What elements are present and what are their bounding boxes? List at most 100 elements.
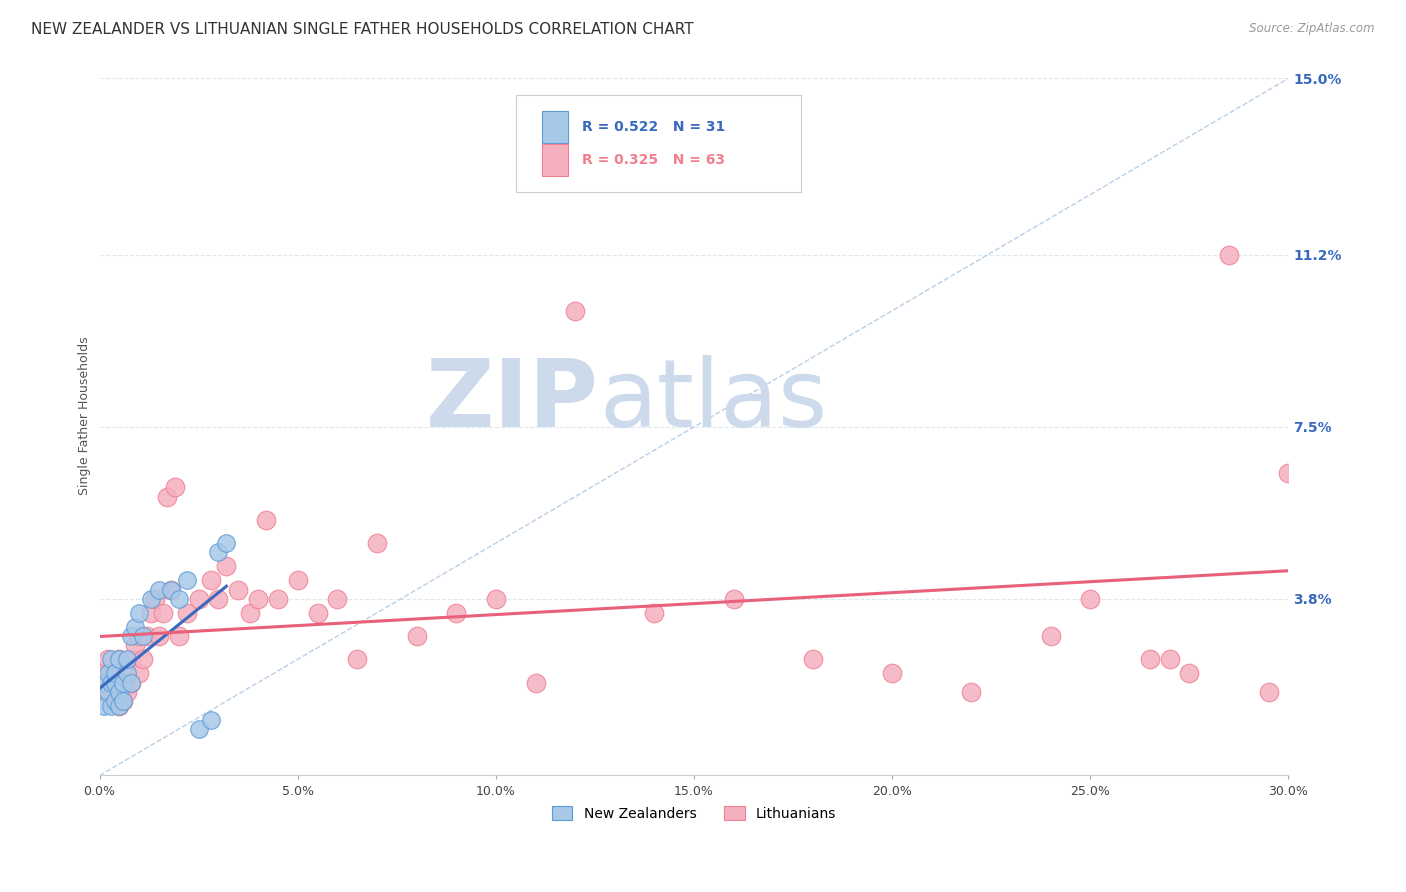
Point xyxy=(108,698,131,713)
Point xyxy=(366,536,388,550)
Point xyxy=(108,652,131,666)
Point xyxy=(346,652,368,666)
Point xyxy=(112,694,135,708)
FancyBboxPatch shape xyxy=(541,111,568,143)
Point xyxy=(1039,629,1062,643)
Point xyxy=(1178,666,1201,681)
Point xyxy=(108,652,131,666)
Point xyxy=(1139,652,1161,666)
Point xyxy=(132,652,155,666)
Point xyxy=(104,694,127,708)
Point xyxy=(148,582,170,597)
Point xyxy=(120,675,142,690)
Point xyxy=(200,574,222,588)
Point xyxy=(882,666,904,681)
Point xyxy=(117,685,139,699)
Point xyxy=(564,303,586,318)
Point xyxy=(128,629,150,643)
Point xyxy=(307,606,329,620)
Point xyxy=(176,574,198,588)
Point xyxy=(960,685,983,699)
Point xyxy=(120,675,142,690)
Point xyxy=(176,606,198,620)
Point xyxy=(215,559,238,574)
Point xyxy=(139,606,162,620)
Point xyxy=(96,652,118,666)
Point xyxy=(117,666,139,681)
Point xyxy=(239,606,262,620)
Text: R = 0.325   N = 63: R = 0.325 N = 63 xyxy=(582,153,725,167)
Point xyxy=(167,591,190,606)
Point xyxy=(96,675,118,690)
Point xyxy=(247,591,270,606)
Point xyxy=(100,652,122,666)
Point xyxy=(93,666,115,681)
Point xyxy=(163,480,186,494)
Point xyxy=(801,652,824,666)
Point xyxy=(187,591,209,606)
Point xyxy=(104,675,127,690)
Point xyxy=(156,490,179,504)
Text: atlas: atlas xyxy=(599,355,827,447)
Point xyxy=(723,591,745,606)
Point xyxy=(124,638,146,652)
Point xyxy=(136,629,159,643)
Point xyxy=(187,722,209,736)
Point xyxy=(226,582,249,597)
Point xyxy=(207,591,229,606)
Point xyxy=(1078,591,1101,606)
Point xyxy=(287,574,309,588)
Point xyxy=(200,713,222,727)
Point xyxy=(112,694,135,708)
Point xyxy=(108,685,131,699)
Point xyxy=(100,675,122,690)
Point xyxy=(128,666,150,681)
Point xyxy=(112,675,135,690)
Point xyxy=(1218,248,1240,262)
Point xyxy=(117,666,139,681)
Point xyxy=(108,698,131,713)
Point xyxy=(108,685,131,699)
Point xyxy=(96,666,118,681)
Point xyxy=(326,591,349,606)
Point xyxy=(267,591,290,606)
Text: Source: ZipAtlas.com: Source: ZipAtlas.com xyxy=(1250,22,1375,36)
Point xyxy=(100,698,122,713)
Point xyxy=(207,545,229,559)
Point xyxy=(93,698,115,713)
Point xyxy=(405,629,427,643)
Point xyxy=(643,606,665,620)
Point xyxy=(167,629,190,643)
Point xyxy=(148,629,170,643)
Point xyxy=(96,685,118,699)
Point xyxy=(446,606,468,620)
Point xyxy=(1159,652,1181,666)
Point xyxy=(93,675,115,690)
Text: NEW ZEALANDER VS LITHUANIAN SINGLE FATHER HOUSEHOLDS CORRELATION CHART: NEW ZEALANDER VS LITHUANIAN SINGLE FATHE… xyxy=(31,22,693,37)
Point xyxy=(132,629,155,643)
Point xyxy=(124,620,146,634)
Point xyxy=(139,591,162,606)
Point xyxy=(112,675,135,690)
Point xyxy=(254,513,277,527)
Point xyxy=(485,591,508,606)
Point xyxy=(100,685,122,699)
Text: R = 0.522   N = 31: R = 0.522 N = 31 xyxy=(582,120,725,134)
Point xyxy=(152,606,174,620)
Point xyxy=(128,606,150,620)
Point xyxy=(117,652,139,666)
Point xyxy=(120,652,142,666)
Point xyxy=(1277,467,1299,481)
Y-axis label: Single Father Households: Single Father Households xyxy=(79,336,91,495)
Point xyxy=(524,675,547,690)
Text: ZIP: ZIP xyxy=(426,355,599,447)
Point xyxy=(120,629,142,643)
FancyBboxPatch shape xyxy=(541,144,568,176)
Point xyxy=(104,666,127,681)
Point xyxy=(104,675,127,690)
Legend: New Zealanders, Lithuanians: New Zealanders, Lithuanians xyxy=(546,800,842,826)
Point xyxy=(93,685,115,699)
FancyBboxPatch shape xyxy=(516,95,801,192)
Point xyxy=(143,591,166,606)
Point xyxy=(1257,685,1279,699)
